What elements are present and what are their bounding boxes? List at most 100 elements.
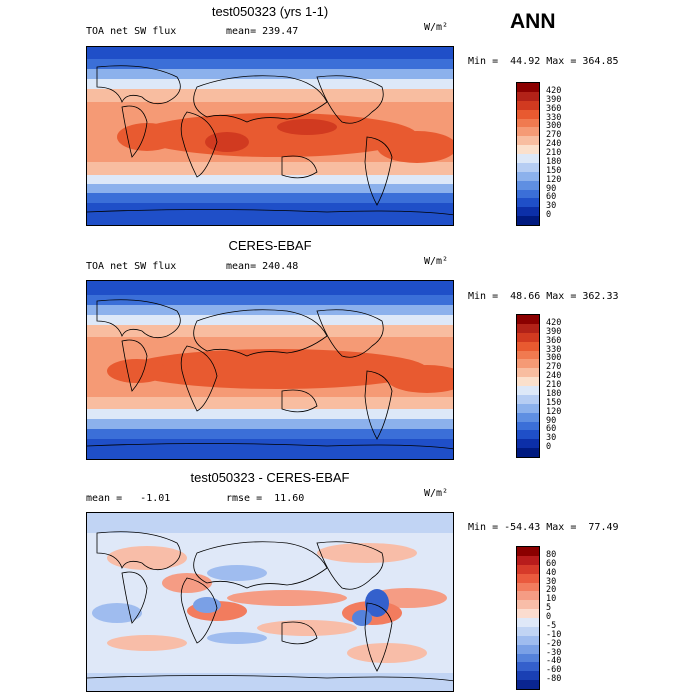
colorbar-tick-label: -20 — [546, 638, 562, 649]
colorbar-tick-label: 300 — [546, 121, 562, 132]
colorbar-swatch — [517, 100, 539, 110]
colorbar-tick-label: 30 — [546, 576, 557, 587]
colorbar-swatch — [517, 547, 539, 556]
colorbar-tick-label: 420 — [546, 85, 562, 96]
colorbar-tick-label: 5 — [546, 603, 552, 614]
colorbar-swatch — [517, 91, 539, 101]
panel-3-map — [86, 512, 454, 692]
colorbar-tick-label: 10 — [546, 594, 557, 605]
colorbar-swatch — [517, 430, 539, 440]
panel-1-minmax: Min = 44.92 Max = 364.85 — [468, 56, 619, 67]
colorbar-tick-label: 300 — [546, 353, 562, 364]
panel-1-units: W/m² — [424, 22, 449, 33]
colorbar-swatch — [517, 448, 539, 457]
panel-2-minmax: Min = 48.66 Max = 362.33 — [468, 291, 619, 302]
colorbar-swatch — [517, 341, 539, 351]
colorbar-tick-label: -60 — [546, 665, 562, 676]
colorbar-tick-label: 270 — [546, 362, 562, 373]
colorbar-swatch — [517, 368, 539, 378]
colorbar-swatch — [517, 644, 539, 654]
colorbar-swatch — [517, 377, 539, 386]
panel-3-mean-label: mean = -1.01 — [86, 493, 171, 504]
panel-2-variable-label: TOA net SW flux — [86, 261, 177, 272]
colorbar-tick-label: 60 — [546, 192, 557, 203]
colorbar-swatch — [517, 421, 539, 431]
colorbar-tick-label: 20 — [546, 585, 557, 596]
colorbar-swatch — [517, 145, 539, 154]
panel-2-units: W/m² — [424, 256, 449, 267]
colorbar-tick-label: 240 — [546, 371, 562, 382]
colorbar-tick-label: 80 — [546, 549, 557, 560]
colorbar-tick-label: 30 — [546, 201, 557, 212]
colorbar-swatch — [517, 439, 539, 449]
colorbar-swatch — [517, 591, 539, 601]
colorbar-tick-label: 240 — [546, 139, 562, 150]
colorbar-swatch — [517, 189, 539, 199]
colorbar-swatch — [517, 618, 539, 627]
colorbar-swatch — [517, 198, 539, 208]
colorbar-swatch — [517, 582, 539, 592]
colorbar-tick-label: 40 — [546, 567, 557, 578]
colorbar-swatch — [517, 680, 539, 689]
colorbar-swatch — [517, 635, 539, 645]
colorbar-tick-label: 0 — [546, 442, 552, 453]
colorbar-tick-label: 330 — [546, 112, 562, 123]
colorbar-tick-label: -30 — [546, 647, 562, 658]
colorbar-swatch — [517, 171, 539, 181]
panel-2-map — [86, 280, 454, 460]
panel-3-colorbar — [516, 546, 540, 690]
colorbar-swatch — [517, 555, 539, 565]
colorbar-swatch — [517, 403, 539, 413]
panel-3-rmse-label: rmse = 11.60 — [226, 493, 305, 504]
colorbar-swatch — [517, 671, 539, 681]
colorbar-tick-label: 360 — [546, 103, 562, 114]
colorbar-swatch — [517, 118, 539, 128]
panel-2-colorbar — [516, 314, 540, 458]
colorbar-swatch — [517, 386, 539, 395]
colorbar-tick-label: 210 — [546, 148, 562, 158]
colorbar-tick-label: 360 — [546, 335, 562, 346]
colorbar-tick-label: 330 — [546, 344, 562, 355]
colorbar-tick-label: -5 — [546, 620, 557, 631]
colorbar-tick-label: 120 — [546, 174, 562, 185]
colorbar-swatch — [517, 323, 539, 333]
colorbar-swatch — [517, 83, 539, 92]
colorbar-tick-label: 390 — [546, 94, 562, 105]
panel-1-title: test050323 (yrs 1-1) — [211, 4, 329, 19]
panel-3-units: W/m² — [424, 488, 449, 499]
colorbar-swatch — [517, 207, 539, 217]
colorbar-swatch — [517, 350, 539, 360]
colorbar-swatch — [517, 359, 539, 369]
colorbar-tick-label: -40 — [546, 656, 562, 667]
colorbar-tick-label: 390 — [546, 326, 562, 337]
panel-1-colorbar-labels: 420 390 360 330 300 270 240 210 180 150 120 90 60 30 0 — [546, 82, 586, 226]
panel-3-title: test050323 - CERES-EBAF — [190, 470, 350, 485]
colorbar-swatch — [517, 315, 539, 324]
colorbar-tick-label: 30 — [546, 433, 557, 444]
colorbar-tick-label: -80 — [546, 674, 562, 685]
colorbar-tick-label: 60 — [546, 558, 557, 569]
colorbar-tick-label: 210 — [546, 380, 562, 390]
colorbar-tick-label: 420 — [546, 317, 562, 328]
colorbar-swatch — [517, 332, 539, 342]
colorbar-swatch — [517, 609, 539, 618]
colorbar-swatch — [517, 136, 539, 146]
colorbar-swatch — [517, 653, 539, 663]
colorbar-tick-label: 180 — [546, 156, 562, 167]
colorbar-swatch — [517, 180, 539, 190]
panel-1-map — [86, 46, 454, 226]
panel-3-colorbar-labels: 80 60 40 30 20 10 5 0 -5 -10 -20 -30 -40 -60 -80 — [546, 546, 586, 690]
panel-1-colorbar — [516, 82, 540, 226]
colorbar-swatch — [517, 162, 539, 172]
colorbar-tick-label: 150 — [546, 397, 562, 408]
colorbar-tick-label: -10 — [546, 629, 562, 640]
colorbar-swatch — [517, 573, 539, 583]
colorbar-swatch — [517, 394, 539, 404]
colorbar-tick-label: 0 — [546, 612, 552, 622]
panel-1-variable-label: TOA net SW flux — [86, 26, 177, 37]
panel-2-title: CERES-EBAF — [228, 238, 312, 253]
colorbar-swatch — [517, 154, 539, 163]
panel-2-colorbar-labels: 420 390 360 330 300 270 240 210 180 150 120 90 60 30 0 — [546, 314, 586, 458]
colorbar-tick-label: 0 — [546, 210, 552, 221]
colorbar-swatch — [517, 412, 539, 422]
